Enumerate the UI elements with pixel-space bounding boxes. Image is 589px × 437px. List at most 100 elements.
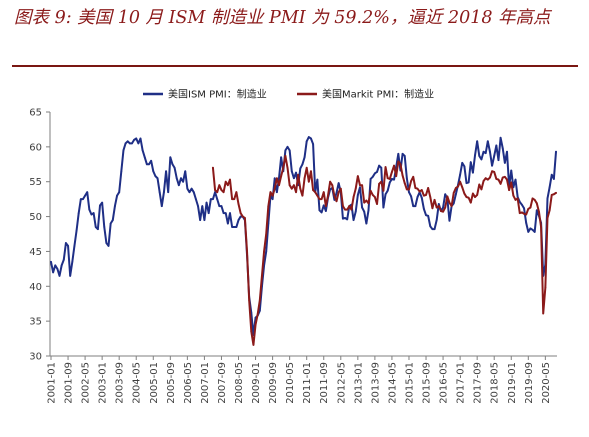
markit-pmi-data-point <box>501 176 504 179</box>
markit-pmi-data-point <box>420 189 423 191</box>
ism-pmi-data-point <box>403 155 406 157</box>
markit-pmi-data-point <box>367 202 370 205</box>
markit-pmi-data-point <box>484 177 487 180</box>
markit-pmi-data-point <box>518 212 521 214</box>
ism-pmi-data-point <box>99 204 101 207</box>
markit-pmi-data-point <box>533 198 536 201</box>
ism-pmi-data-point <box>184 170 187 173</box>
markit-pmi-data-point <box>352 196 355 198</box>
markit-pmi-data-point <box>346 208 349 211</box>
ism-pmi-data-point <box>75 229 78 232</box>
ism-pmi-data-point <box>180 177 182 180</box>
ism-pmi-data-point <box>286 145 289 148</box>
markit-pmi-data-point <box>254 323 257 326</box>
ism-pmi-data-point <box>527 231 530 233</box>
ism-pmi-data-point <box>182 180 185 183</box>
x-tick-label: 2001-09 <box>64 362 75 404</box>
ism-pmi-data-point <box>290 170 293 173</box>
markit-pmi-data-point <box>263 250 265 253</box>
markit-pmi-data-point <box>452 191 455 194</box>
ism-pmi-data-point <box>459 173 462 176</box>
ism-pmi-data-point <box>54 264 57 267</box>
ism-pmi-data-point <box>165 170 167 173</box>
ism-pmi-data-point <box>192 191 195 194</box>
markit-pmi-data-point <box>401 174 404 177</box>
markit-pmi-data-point <box>252 343 255 346</box>
ism-pmi-data-point <box>116 194 118 197</box>
markit-pmi-data-point <box>442 210 444 213</box>
markit-pmi-data-point <box>448 201 451 204</box>
markit-pmi-data-point <box>214 189 216 191</box>
markit-pmi-data-point <box>265 233 268 235</box>
x-tick-label: 2002-05 <box>81 362 92 404</box>
markit-pmi-data-point <box>376 203 378 205</box>
ism-pmi-data-point <box>346 218 349 221</box>
title-rule <box>12 65 578 67</box>
markit-pmi-data-point <box>297 173 300 176</box>
markit-pmi-data-point <box>371 194 374 196</box>
ism-pmi-data-point <box>126 140 129 143</box>
ism-pmi-data-point <box>224 212 227 214</box>
ism-pmi-data-point <box>531 228 534 231</box>
markit-pmi-data-point <box>365 199 368 202</box>
ism-pmi-data-point <box>135 137 138 140</box>
markit-pmi-data-point <box>521 211 523 214</box>
markit-pmi-data-point <box>310 170 312 173</box>
ism-pmi-data-point <box>376 171 378 173</box>
markit-pmi-data-point <box>403 182 406 185</box>
ism-pmi-data-point <box>231 226 234 228</box>
markit-pmi-data-point <box>295 191 297 194</box>
ism-pmi-data-point <box>237 219 240 221</box>
x-tick-label: 2016-05 <box>439 362 450 404</box>
ism-pmi-data-point <box>218 205 221 208</box>
markit-pmi-data-point <box>373 196 376 198</box>
x-tick-label: 2003-01 <box>98 362 109 404</box>
ism-pmi-data-point <box>497 159 500 162</box>
markit-pmi-data-point <box>503 175 506 178</box>
markit-pmi-data-point <box>256 313 259 316</box>
ism-pmi-data-point <box>546 197 549 200</box>
ism-pmi-data-point <box>367 209 370 212</box>
markit-pmi-data-point <box>405 188 408 191</box>
ism-pmi-data-point <box>510 169 513 172</box>
markit-pmi-data-point <box>278 184 280 187</box>
ism-pmi-data-point <box>427 214 430 217</box>
ism-pmi-data-point <box>103 226 106 228</box>
ism-pmi-data-point <box>382 206 385 209</box>
markit-pmi-data-point <box>425 194 427 196</box>
ism-pmi-data-point <box>373 172 376 175</box>
y-tick-label: 55 <box>29 177 42 188</box>
ism-pmi-data-point <box>156 177 159 180</box>
ism-pmi-data-point <box>480 158 483 161</box>
ism-pmi-data-point <box>354 210 357 213</box>
markit-pmi-data-point <box>359 184 361 187</box>
ism-pmi-data-point <box>448 219 451 222</box>
ism-pmi-data-point <box>523 207 525 210</box>
markit-pmi-data-point <box>444 206 447 209</box>
markit-pmi-data-point <box>523 212 525 215</box>
ism-pmi-data-point <box>495 144 498 147</box>
markit-pmi-data-point <box>463 192 466 195</box>
markit-pmi-data-point <box>335 200 338 203</box>
ism-pmi-data-point <box>163 191 165 194</box>
ism-pmi-data-point <box>484 152 487 155</box>
ism-pmi-data-point <box>552 178 555 180</box>
ism-pmi-data-point <box>310 137 312 140</box>
ism-pmi-data-point <box>499 136 502 139</box>
ism-pmi-data-point <box>476 140 479 143</box>
ism-pmi-data-point <box>363 210 366 213</box>
ism-pmi-data-point <box>145 163 148 166</box>
markit-pmi-data-point <box>331 184 334 187</box>
markit-pmi-data-point <box>222 191 225 194</box>
markit-pmi-data-point <box>391 171 393 173</box>
markit-pmi-data-point <box>284 155 287 157</box>
x-tick-label: 2008-05 <box>234 362 245 404</box>
ism-pmi-data-point <box>131 142 133 145</box>
markit-pmi-data-point <box>552 193 555 196</box>
ism-pmi-data-point <box>199 219 202 221</box>
markit-pmi-data-point <box>514 198 517 201</box>
markit-pmi-data-point <box>233 198 236 201</box>
ism-pmi-data-point <box>173 166 176 169</box>
markit-pmi-data-point <box>544 286 547 289</box>
markit-pmi-data-point <box>271 194 274 197</box>
